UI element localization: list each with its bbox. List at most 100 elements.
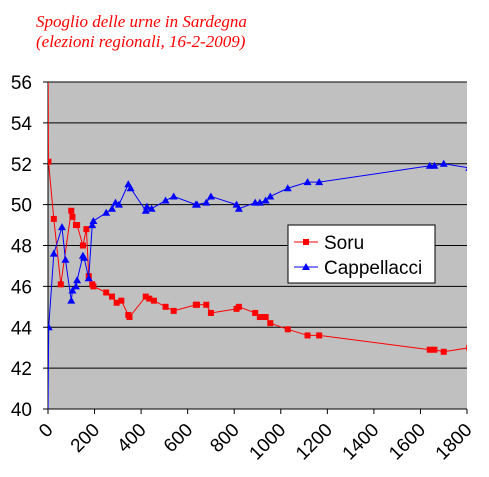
- data-point-cappellacci: [126, 184, 135, 192]
- data-point-cappellacci: [261, 196, 270, 204]
- data-point-cappellacci: [57, 223, 66, 231]
- data-point-cappellacci: [192, 200, 201, 208]
- data-point-cappellacci: [80, 253, 89, 261]
- series-cappellacci: [48, 159, 467, 409]
- data-point-soru: [126, 314, 133, 321]
- data-point-cappellacci: [234, 204, 243, 212]
- legend: Soru Cappellacci: [287, 224, 436, 284]
- data-point-soru: [304, 332, 311, 339]
- data-point-cappellacci: [303, 178, 312, 186]
- data-point-cappellacci: [61, 255, 70, 263]
- data-point-cappellacci: [161, 196, 170, 204]
- x-tick-label: 1200: [292, 420, 337, 465]
- y-tick-label: 40: [11, 400, 32, 421]
- data-point-soru: [170, 307, 177, 314]
- x-tick-label: 1000: [246, 420, 291, 465]
- data-point-soru: [431, 346, 438, 353]
- y-tick-label: 50: [11, 196, 32, 217]
- data-point-cappellacci: [102, 208, 111, 216]
- y-tick-label: 44: [11, 318, 33, 339]
- x-tick-label: 200: [67, 420, 104, 457]
- series-soru: [48, 82, 467, 355]
- x-tick-label: 1400: [339, 420, 384, 465]
- x-tick-label: 800: [206, 420, 243, 457]
- chart-title-block: Spoglio delle urne in Sardegna (elezioni…: [36, 12, 247, 52]
- y-tick-label: 56: [11, 73, 32, 94]
- y-tick-label: 42: [11, 359, 32, 380]
- data-point-cappellacci: [141, 206, 150, 214]
- y-tick-label: 52: [11, 155, 32, 176]
- data-point-cappellacci: [430, 161, 439, 169]
- chart-title: Spoglio delle urne in Sardegna: [36, 12, 247, 31]
- data-point-cappellacci: [255, 198, 264, 206]
- data-point-cappellacci: [206, 192, 215, 200]
- data-point-cappellacci: [73, 276, 82, 284]
- series-layer: [48, 82, 467, 409]
- data-point-cappellacci: [266, 192, 275, 200]
- data-point-soru: [235, 303, 242, 310]
- y-tick-labels: 40 42 44 46 48 50 52 54 56: [11, 73, 33, 421]
- data-point-soru: [103, 289, 110, 296]
- data-point-soru: [252, 309, 259, 316]
- x-tick-label: 1600: [385, 420, 430, 465]
- legend-marker-cappellacci: [302, 263, 310, 270]
- data-point-cappellacci: [68, 286, 77, 294]
- data-point-cappellacci: [71, 282, 80, 290]
- chart-subtitle: (elezioni regionali, 16-2-2009): [36, 32, 246, 51]
- x-tick-label: 400: [113, 420, 150, 457]
- data-point-cappellacci: [108, 204, 117, 212]
- data-point-soru: [316, 332, 323, 339]
- data-point-soru: [256, 314, 263, 321]
- data-point-cappellacci: [283, 184, 292, 192]
- data-point-soru: [207, 309, 214, 316]
- data-point-soru: [466, 344, 467, 351]
- data-point-soru: [150, 297, 157, 304]
- legend-label-soru: Soru: [324, 233, 364, 254]
- data-point-soru: [74, 222, 81, 229]
- data-point-soru: [109, 293, 116, 300]
- y-tick-label: 48: [11, 237, 32, 258]
- data-point-soru: [426, 346, 433, 353]
- data-point-soru: [48, 158, 52, 165]
- x-tick-labels: 0 200 400 600 800 1000 1200 1400 1600 1800: [35, 409, 477, 465]
- data-point-cappellacci: [147, 204, 156, 212]
- data-point-cappellacci: [202, 198, 211, 206]
- data-point-soru: [68, 207, 75, 214]
- data-point-soru: [193, 301, 200, 308]
- data-point-soru: [50, 215, 57, 222]
- data-point-cappellacci: [315, 178, 324, 186]
- legend-box: [287, 224, 436, 284]
- data-point-cappellacci: [84, 274, 93, 282]
- data-point-cappellacci: [169, 192, 178, 200]
- data-point-cappellacci: [48, 323, 53, 331]
- data-point-cappellacci: [114, 200, 123, 208]
- data-point-cappellacci: [88, 221, 97, 229]
- data-point-cappellacci: [439, 159, 448, 167]
- x-tick-label: 0: [35, 420, 57, 442]
- data-point-soru: [262, 314, 269, 321]
- data-point-soru: [83, 226, 90, 233]
- data-point-soru: [162, 303, 169, 310]
- data-point-cappellacci: [49, 249, 58, 257]
- gridlines: [43, 81, 467, 410]
- data-point-soru: [57, 281, 64, 288]
- x-tick-label: 1800: [432, 420, 477, 465]
- data-point-cappellacci: [89, 216, 98, 224]
- data-point-soru: [284, 326, 291, 333]
- data-point-soru: [113, 299, 120, 306]
- data-point-soru: [146, 295, 153, 302]
- data-point-cappellacci: [142, 202, 151, 210]
- data-point-soru: [79, 242, 86, 249]
- y-tick-label: 54: [11, 114, 33, 135]
- data-point-soru: [69, 213, 76, 220]
- data-point-cappellacci: [465, 167, 467, 171]
- data-point-soru: [142, 293, 149, 300]
- y-tick-label: 46: [11, 277, 32, 298]
- x-tick-label: 600: [160, 420, 197, 457]
- data-point-soru: [90, 283, 97, 290]
- data-point-soru: [203, 301, 210, 308]
- data-point-soru: [118, 297, 125, 304]
- data-point-cappellacci: [67, 296, 76, 304]
- data-point-soru: [267, 320, 274, 327]
